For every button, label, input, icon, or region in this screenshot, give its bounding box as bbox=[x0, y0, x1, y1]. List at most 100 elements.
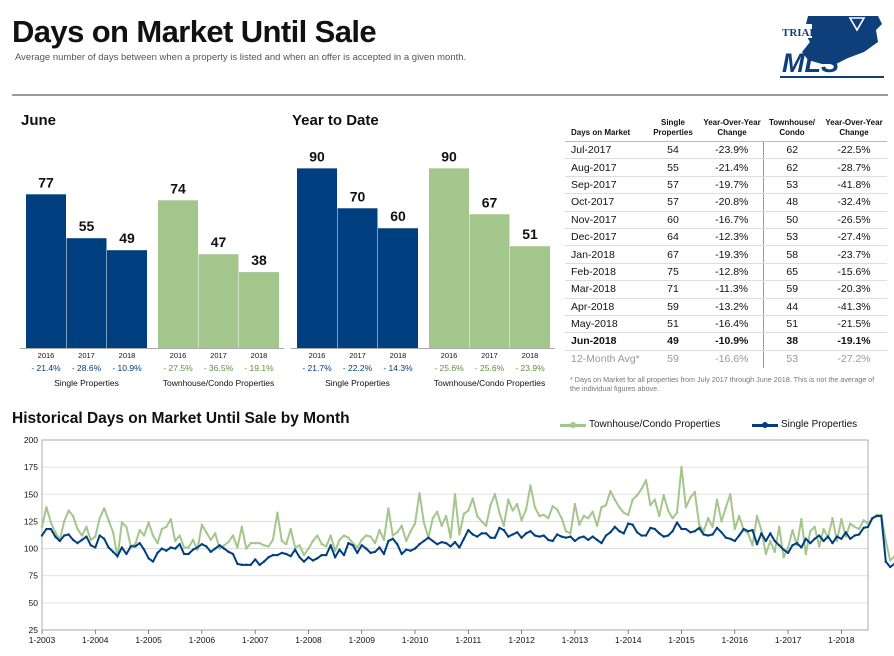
series-point bbox=[520, 519, 523, 522]
series-point bbox=[231, 534, 235, 537]
bar-value-label: 60 bbox=[390, 208, 406, 224]
table-cell: -12.8% bbox=[701, 263, 763, 282]
series-point bbox=[222, 547, 226, 550]
series-point bbox=[369, 551, 372, 555]
series-point bbox=[262, 544, 266, 547]
legend-item-single: Single Properties bbox=[752, 419, 857, 430]
table-row: Sep-2017 57 -19.7% 53 -41.8% bbox=[565, 176, 887, 195]
table-cell: -16.4% bbox=[701, 315, 763, 334]
x-tick-label: 1-2010 bbox=[402, 635, 429, 645]
series-point bbox=[85, 535, 88, 538]
y-tick-label: 75 bbox=[29, 571, 39, 581]
table-cell: -41.3% bbox=[821, 298, 887, 316]
series-point bbox=[507, 498, 510, 501]
table-cell: 48 bbox=[762, 193, 821, 212]
table-cell: Dec-2017 bbox=[565, 228, 645, 247]
series-point bbox=[529, 484, 532, 487]
series-point bbox=[249, 563, 252, 567]
series-point bbox=[333, 556, 337, 559]
table-cell: -22.5% bbox=[821, 141, 887, 160]
x-tick-label: 1-2016 bbox=[722, 635, 749, 645]
series-point bbox=[58, 539, 61, 543]
table-cell: 51 bbox=[762, 315, 821, 334]
series-point bbox=[418, 543, 421, 546]
legend-item-townhouse: Townhouse/Condo Properties bbox=[560, 419, 720, 430]
series-point bbox=[582, 514, 585, 518]
series-point bbox=[884, 539, 887, 543]
table-cell: 59 bbox=[667, 353, 679, 366]
bar-change-label: - 36.5% bbox=[204, 363, 234, 373]
table-cell: 64 bbox=[645, 228, 701, 247]
series-point bbox=[755, 514, 759, 518]
bar-value-label: 47 bbox=[211, 234, 227, 250]
series-point bbox=[689, 496, 692, 499]
series-point bbox=[76, 541, 79, 545]
table-row: Apr-2018 59 -13.2% 44 -41.3% bbox=[565, 298, 887, 316]
table-cell: 65 bbox=[762, 263, 821, 282]
series-point bbox=[880, 514, 883, 518]
series-point bbox=[418, 492, 421, 495]
series-point bbox=[236, 562, 239, 565]
legend-label-townhouse: Townhouse/Condo Properties bbox=[589, 419, 721, 430]
series-point bbox=[289, 554, 292, 558]
table-row: Jun-2018 49 -10.9% 38 -19.1% bbox=[565, 332, 887, 351]
series-point bbox=[462, 512, 466, 516]
series-point bbox=[54, 535, 57, 538]
series-point bbox=[333, 549, 337, 552]
series-point bbox=[276, 553, 279, 557]
series-point bbox=[396, 531, 399, 534]
series-point bbox=[582, 535, 585, 538]
series-point bbox=[520, 536, 523, 539]
series-point bbox=[675, 521, 679, 524]
series-point bbox=[125, 552, 128, 556]
series-point bbox=[85, 525, 88, 529]
series-point bbox=[227, 550, 230, 554]
series-point bbox=[298, 544, 301, 547]
series-point bbox=[89, 538, 93, 542]
table-cell: 71 bbox=[645, 280, 701, 299]
bar-category-label: 2016 bbox=[441, 351, 458, 360]
series-point bbox=[218, 544, 221, 547]
bar-value-label: 70 bbox=[350, 188, 366, 204]
bar-category-label: 2018 bbox=[390, 351, 407, 360]
series-point bbox=[804, 552, 808, 556]
x-tick-label: 1-2005 bbox=[135, 635, 162, 645]
series-point bbox=[502, 524, 506, 527]
series-point bbox=[489, 503, 492, 507]
series-point bbox=[564, 536, 568, 539]
table-cell: -10.9% bbox=[701, 332, 763, 351]
series-point bbox=[276, 511, 279, 514]
series-point bbox=[191, 548, 195, 551]
bar-category-label: 2016 bbox=[170, 351, 187, 360]
series-point bbox=[151, 534, 155, 537]
series-point bbox=[316, 534, 319, 537]
series-point bbox=[94, 535, 97, 538]
series-point bbox=[720, 520, 723, 523]
series-point bbox=[200, 523, 204, 526]
series-point bbox=[600, 506, 603, 509]
series-point bbox=[245, 563, 248, 567]
series-point bbox=[738, 534, 741, 537]
series-point bbox=[373, 550, 377, 554]
series-point bbox=[840, 537, 843, 540]
series-point bbox=[613, 498, 617, 501]
table-average-row: 12-Month Avg* 59 -16.6% 53 -27.2% bbox=[565, 350, 887, 368]
series-point bbox=[849, 522, 852, 525]
series-point bbox=[63, 534, 66, 537]
series-point bbox=[134, 545, 137, 548]
plot-frame bbox=[41, 439, 869, 631]
series-point bbox=[591, 535, 594, 538]
x-tick-label: 1-2015 bbox=[668, 635, 695, 645]
series-point bbox=[649, 526, 652, 530]
series-point bbox=[724, 536, 728, 539]
bar bbox=[469, 214, 510, 348]
series-point bbox=[862, 526, 865, 530]
x-tick-label: 1-2006 bbox=[189, 635, 216, 645]
table-cell: -19.3% bbox=[701, 245, 763, 264]
series-point bbox=[427, 536, 430, 539]
y-tick-label: 200 bbox=[24, 435, 38, 445]
series-point bbox=[760, 532, 763, 535]
series-point bbox=[431, 516, 434, 520]
series-point bbox=[849, 537, 852, 540]
series-point bbox=[49, 521, 53, 524]
